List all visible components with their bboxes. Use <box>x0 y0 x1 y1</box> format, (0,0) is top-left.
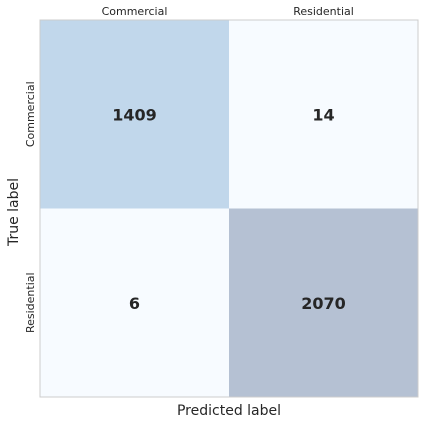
cell-value-label: 6 <box>129 294 140 313</box>
heatmap-cell-residential-commercial <box>40 208 229 397</box>
heatmap-cell-commercial-residential <box>229 20 418 209</box>
heatmap-cells <box>40 20 418 397</box>
y-axis-label: True label <box>6 178 22 247</box>
axis-tick-labels: Commercial Residential Commercial Residenti… <box>24 5 354 333</box>
heatmap-cell-residential-residential <box>229 208 418 397</box>
x-tick-label-commercial: Commercial <box>102 5 168 18</box>
y-tick-label-commercial: Commercial <box>24 81 37 147</box>
cell-value-label: 14 <box>312 105 334 124</box>
plot-frame <box>39 19 419 398</box>
cell-value-label: 2070 <box>301 294 346 313</box>
cell-value-label: 1409 <box>112 105 157 124</box>
heatmap-value-labels: 1409 14 6 2070 <box>112 105 346 313</box>
x-axis-label: Predicted label <box>177 403 281 419</box>
y-tick-label-residential: Residential <box>24 272 37 333</box>
x-tick-label-residential: Residential <box>293 5 354 18</box>
heatmap-cell-commercial-commercial <box>40 20 229 209</box>
